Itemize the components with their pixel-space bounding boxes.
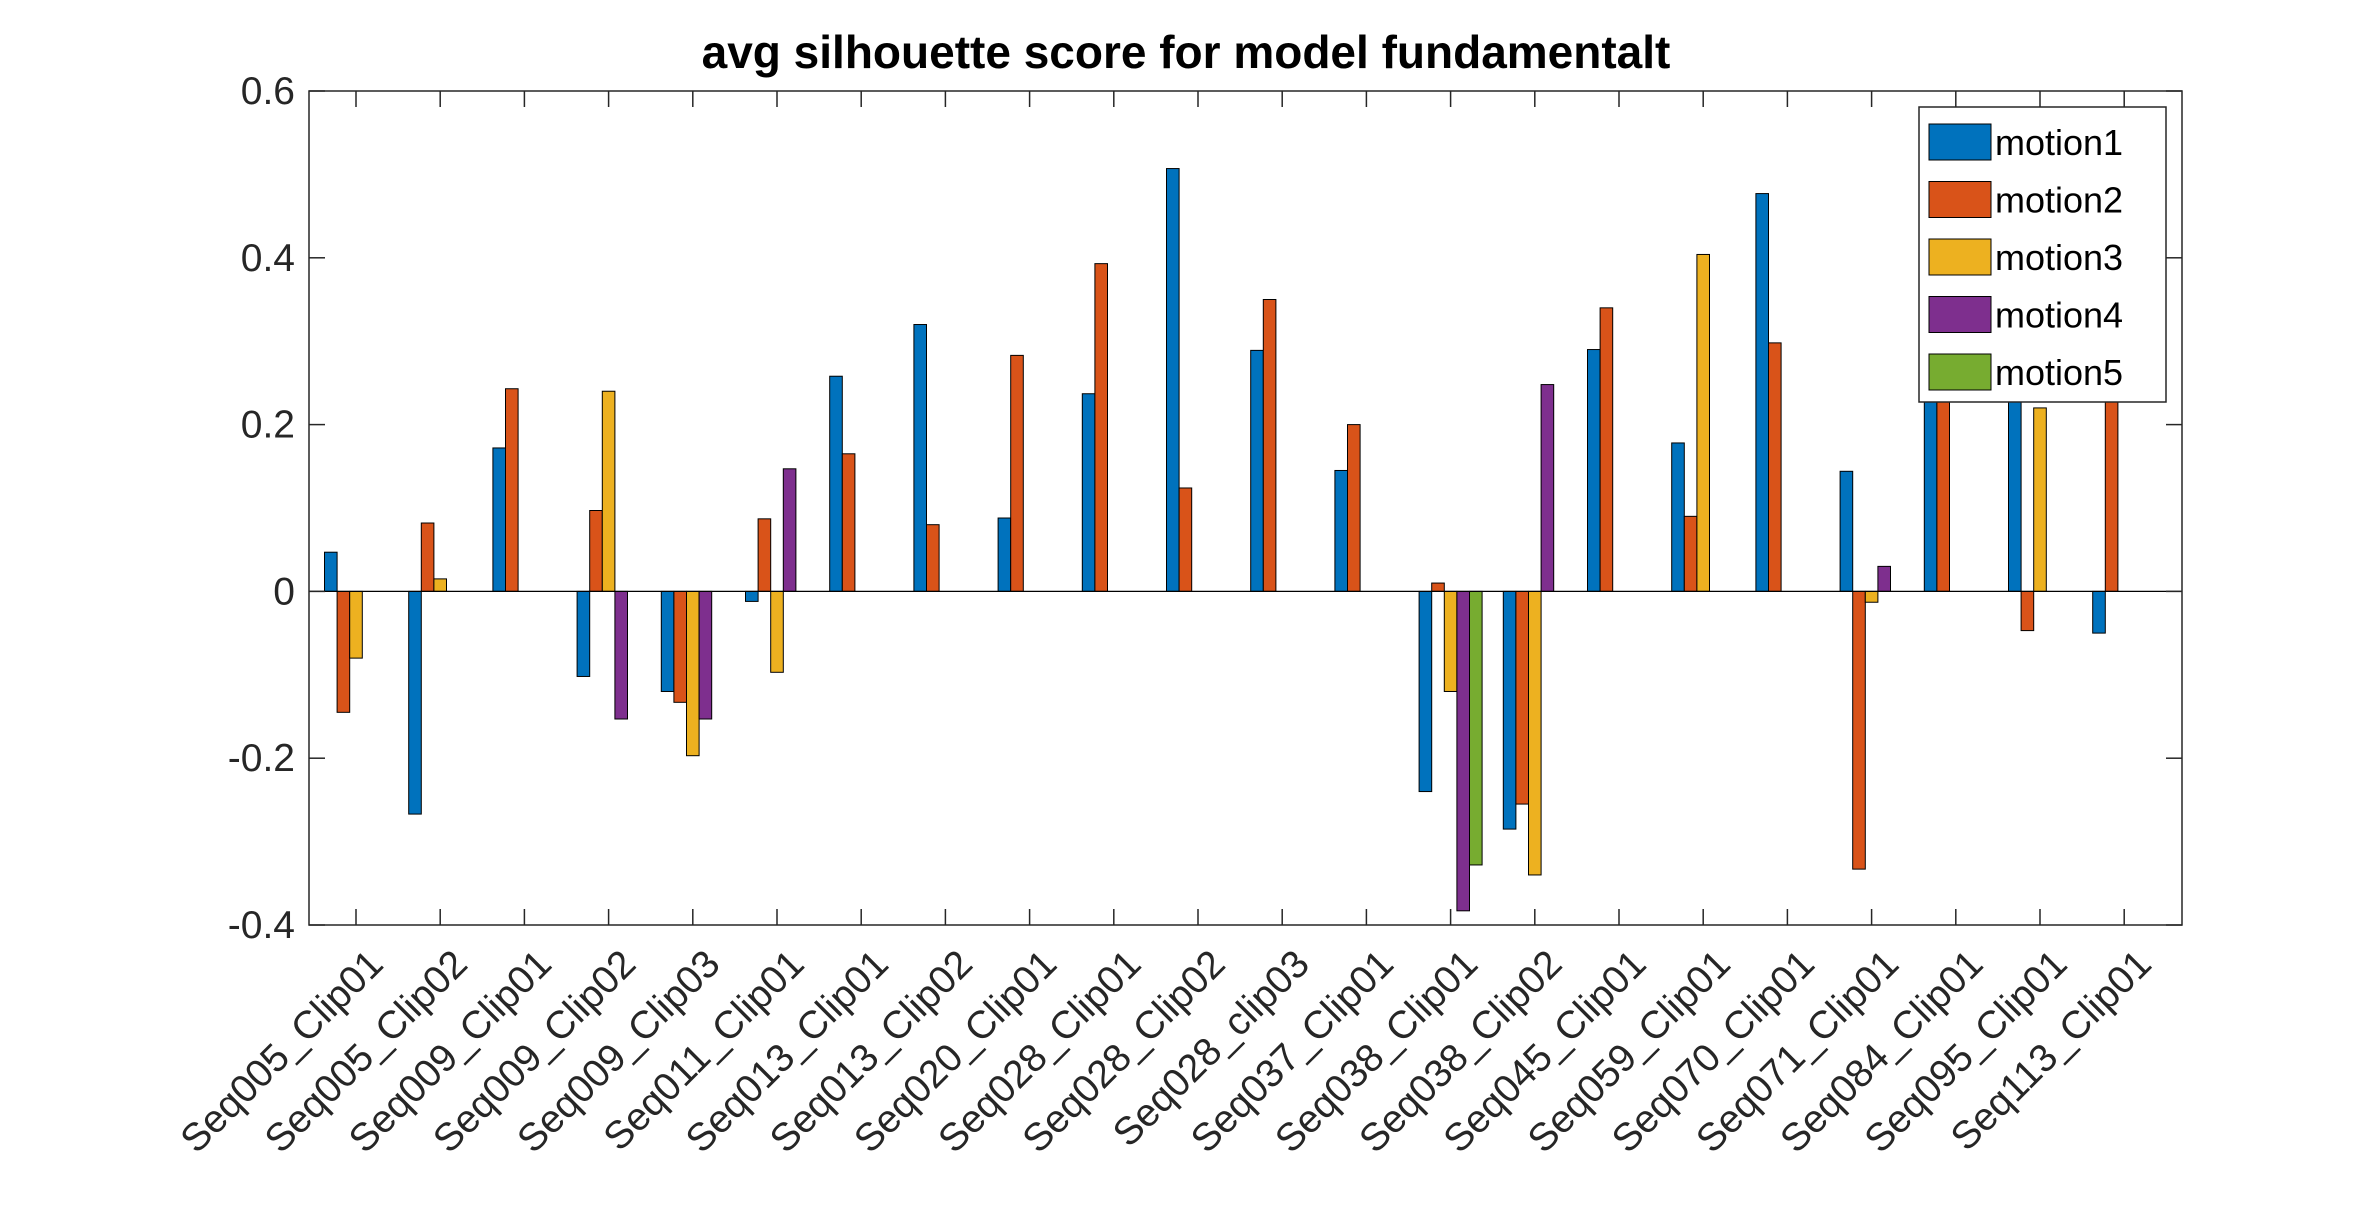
chart-title: avg silhouette score for model fundament… (702, 26, 1671, 78)
bar-motion2-Seq038_Clip01 (1431, 582, 1445, 592)
bar-motion2-Seq059_Clip01 (1683, 515, 1698, 592)
y-tick-label: 0.6 (241, 70, 295, 113)
y-axis-ticks: -0.4 -0.2 0 0.2 0.4 0.6 (228, 70, 2182, 947)
bar-motion1-Seq009_Clip01 (492, 447, 506, 592)
bar-motion1-Seq028_Clip02 (1166, 168, 1180, 592)
bar-motion4-Seq009_Clip02 (614, 590, 629, 720)
bar-motion1-Seq013_Clip02 (913, 324, 928, 592)
axes-box (308, 90, 2183, 926)
y-tick-label: 0.4 (241, 237, 295, 280)
legend-label-motion4: motion4 (1995, 295, 2123, 336)
bar-motion1-Seq095_Clip01 (2008, 382, 2022, 592)
legend-swatch-motion1 (1928, 123, 1992, 161)
bar-motion1-Seq020_Clip01 (997, 517, 1012, 592)
y-tick-label: 0.2 (241, 404, 295, 447)
bar-motion1-Seq028_clip03 (1250, 349, 1264, 592)
bar-motion2-Seq009_Clip03 (673, 590, 688, 703)
y-tick-label: -0.2 (228, 737, 295, 780)
bar-motion5-Seq038_Clip01 (1469, 590, 1483, 866)
bar-motion2-Seq013_Clip01 (841, 453, 856, 592)
legend: motion1 motion2 motion3 motion4 motion5 (1918, 106, 2167, 403)
bar-motion2-Seq005_Clip02 (420, 522, 435, 592)
bar-motion3-Seq005_Clip01 (349, 590, 363, 659)
bar-motion3-Seq009_Clip02 (601, 390, 616, 592)
bar-motion3-Seq005_Clip02 (433, 578, 447, 592)
bar-motion1-Seq009_Clip02 (576, 590, 591, 677)
bar-motion2-Seq037_Clip01 (1347, 424, 1361, 592)
bar-motion2-Seq020_Clip01 (1010, 354, 1024, 592)
bar-motion2-Seq084_Clip01 (1936, 382, 1951, 592)
bar-motion2-Seq005_Clip01 (336, 590, 351, 713)
bar-motion2-Seq045_Clip01 (1599, 307, 1614, 592)
bar-motion2-Seq028_clip03 (1262, 299, 1277, 592)
bar-motion4-Seq009_Clip03 (698, 590, 713, 720)
bar-motion1-Seq037_Clip01 (1334, 469, 1349, 592)
bar-motion1-Seq028_Clip01 (1081, 393, 1096, 592)
legend-swatch-motion5 (1928, 353, 1992, 391)
bar-motion2-Seq038_Clip02 (1515, 590, 1530, 805)
bar-motion1-Seq045_Clip01 (1587, 349, 1601, 592)
legend-label-motion1: motion1 (1995, 122, 2123, 163)
bar-motion1-Seq084_Clip01 (1923, 382, 1938, 592)
bar-motion1-Seq038_Clip02 (1502, 590, 1517, 830)
bar-motion3-Seq038_Clip01 (1443, 590, 1458, 692)
legend-swatch-motion3 (1928, 238, 1992, 276)
bar-motion1-Seq070_Clip01 (1755, 193, 1770, 592)
bar-motion3-Seq038_Clip02 (1528, 590, 1542, 876)
bar-motion2-Seq011_Clip01 (757, 518, 772, 592)
bar-motion4-Seq071_Clip01 (1877, 565, 1892, 592)
bar-motion1-Seq005_Clip01 (324, 551, 338, 592)
bar-motion2-Seq113_Clip01 (2104, 382, 2119, 592)
bar-motion2-Seq028_Clip02 (1178, 487, 1193, 592)
legend-label-motion3: motion3 (1995, 237, 2123, 278)
bar-motion1-Seq071_Clip01 (1839, 470, 1854, 592)
axes (308, 90, 2183, 926)
bar-motion2-Seq071_Clip01 (1852, 590, 1866, 870)
bar-motion4-Seq011_Clip01 (782, 468, 797, 592)
bar-motion2-Seq009_Clip02 (589, 510, 603, 592)
bar-motion2-Seq070_Clip01 (1768, 342, 1782, 592)
bar-motion2-Seq028_Clip01 (1094, 263, 1109, 592)
bar-motion1-Seq013_Clip01 (829, 375, 843, 592)
bar-motion1-Seq005_Clip02 (408, 590, 422, 815)
bar-motion2-Seq013_Clip02 (926, 524, 940, 592)
bar-motion3-Seq071_Clip01 (1864, 590, 1879, 603)
legend-label-motion5: motion5 (1995, 352, 2123, 393)
bar-motion1-Seq113_Clip01 (2092, 590, 2106, 634)
bar-motion1-Seq038_Clip01 (1418, 590, 1433, 793)
bar-motion4-Seq038_Clip02 (1540, 384, 1555, 592)
legend-swatch-motion4 (1928, 296, 1992, 333)
bar-motion1-Seq059_Clip01 (1671, 442, 1685, 592)
bars (324, 168, 2119, 912)
bar-motion2-Seq009_Clip01 (505, 388, 519, 592)
bar-motion3-Seq095_Clip01 (2033, 407, 2047, 592)
bar-motion1-Seq009_Clip03 (660, 590, 675, 692)
y-tick-label: -0.4 (228, 904, 295, 947)
bar-motion3-Seq009_Clip03 (686, 590, 700, 757)
y-tick-label: 0 (273, 570, 295, 613)
legend-label-motion2: motion2 (1995, 180, 2123, 221)
bar-motion3-Seq011_Clip01 (770, 590, 784, 673)
bar-motion4-Seq038_Clip01 (1456, 590, 1471, 912)
bar-motion2-Seq095_Clip01 (2020, 590, 2035, 632)
x-axis-ticks: Seq005_Clip01Seq005_Clip02Seq009_Clip01S… (173, 91, 2160, 1161)
bar-motion3-Seq059_Clip01 (1696, 253, 1711, 592)
bar-motion1-Seq011_Clip01 (745, 590, 759, 602)
legend-swatch-motion2 (1928, 181, 1992, 218)
